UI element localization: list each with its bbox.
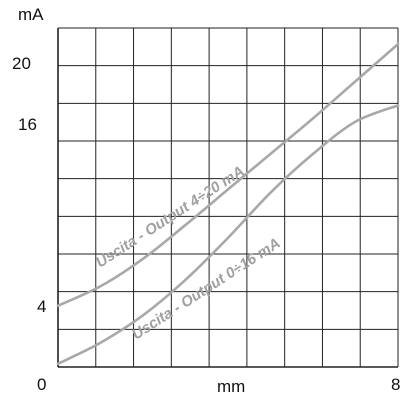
series-line-0-16ma bbox=[56, 104, 400, 366]
x-tick-label-0: 0 bbox=[37, 375, 46, 394]
x-axis-label: mm bbox=[217, 377, 245, 396]
grid bbox=[57, 27, 399, 368]
y-axis-label: mA bbox=[18, 5, 44, 24]
series-line-4-20ma bbox=[56, 42, 400, 307]
y-tick-label-4: 4 bbox=[37, 297, 46, 316]
y-tick-label-20: 20 bbox=[12, 54, 31, 73]
x-tick-label-8: 8 bbox=[391, 375, 400, 394]
curves bbox=[56, 42, 400, 366]
y-tick-label-16: 16 bbox=[18, 115, 37, 134]
